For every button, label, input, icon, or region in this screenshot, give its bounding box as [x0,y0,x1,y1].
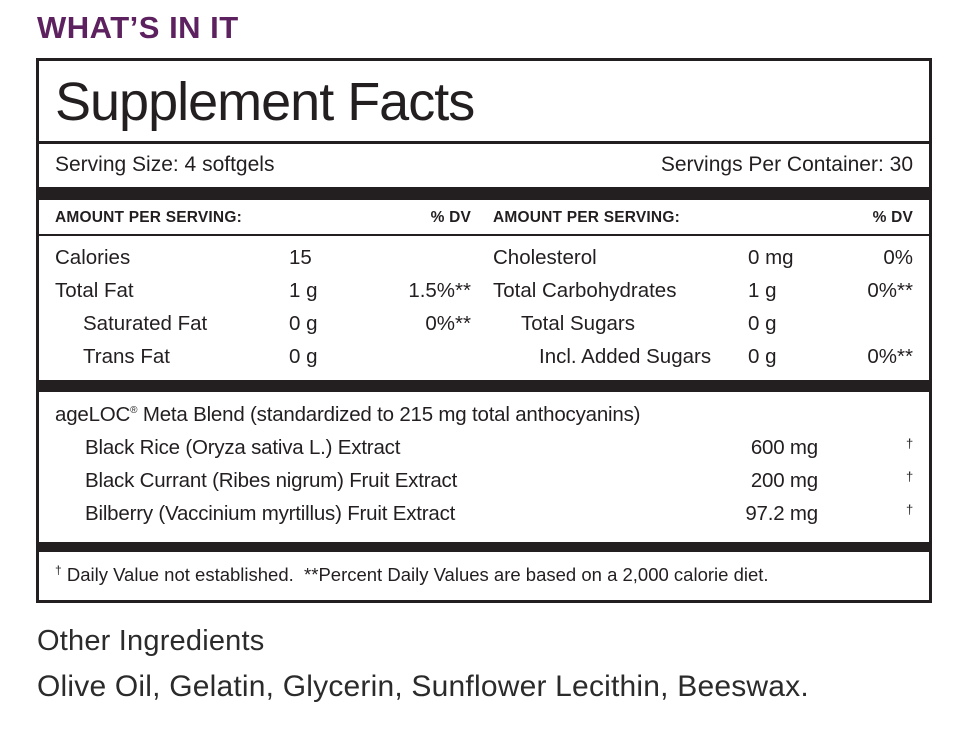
nutrient-dv: 0% [883,245,913,269]
dagger-symbol: † [905,435,913,451]
nutrient-row-cholesterol: Cholesterol 0 mg 0% [493,241,913,274]
nutrient-label: Total Fat [55,278,134,302]
nutrient-label: Saturated Fat [83,311,208,335]
supplement-facts-title: Supplement Facts [39,61,929,144]
blend-row-black-currant: Black Currant (Ribes nigrum) Fruit Extra… [55,464,913,497]
nutrient-label: Total Carbohydrates [493,278,677,302]
blend-ingredient-label: Black Currant (Ribes nigrum) Fruit Extra… [85,468,458,492]
nutrient-dv: 0%** [867,278,913,302]
nutrient-dv: 1.5%** [408,278,471,302]
nutrient-amount: 0 g [289,311,318,335]
amount-per-serving-header-left: AMOUNT PER SERVING: [55,209,242,226]
blend-ingredient-amount: 97.2 mg [745,501,818,525]
nutrient-row-calories: Calories 15 [55,241,471,274]
nutrient-label: Incl. Added Sugars [539,344,712,368]
divider-bar-top [39,187,929,200]
nutrient-dv: 0%** [867,344,913,368]
nutrient-row-total-fat: Total Fat 1 g 1.5%** [55,274,471,307]
nutrient-dv: 0%** [425,311,471,335]
blend-title: ageLOC® Meta Blend (standardized to 215 … [55,403,913,431]
blend-ingredient-amount: 600 mg [750,435,818,459]
serving-info-row: Serving Size: 4 softgels Servings Per Co… [39,144,929,187]
dagger-symbol: † [55,563,62,577]
nutrient-amount: 0 g [748,344,777,368]
nutrient-row-total-sugars: Total Sugars 0 g [493,307,913,340]
nutrient-label: Trans Fat [83,344,170,368]
blend-row-bilberry: Bilberry (Vaccinium myrtillus) Fruit Ext… [55,497,913,530]
page: WHAT’S IN IT Supplement Facts Serving Si… [36,10,932,704]
nutrients-column-right: Cholesterol 0 mg 0% Total Carbohydrates … [471,241,929,373]
nutrient-label: Cholesterol [493,245,597,269]
blend-row-black-rice: Black Rice (Oryza sativa L.) Extract 600… [55,431,913,464]
nutrient-row-trans-fat: Trans Fat 0 g [55,340,471,373]
nutrient-label: Total Sugars [521,311,635,335]
footnote-text: Daily Value not established. **Percent D… [61,564,769,586]
nutrients-column-left: Calories 15 Total Fat 1 g 1.5%** Saturat… [39,241,471,373]
nutrient-row-incl-added-sugars: Incl. Added Sugars 0 g 0%** [493,340,913,373]
blend-ingredient-label: Black Rice (Oryza sativa L.) Extract [85,435,401,459]
blend-section: ageLOC® Meta Blend (standardized to 215 … [39,392,929,542]
divider-bar-bottom [39,542,929,552]
amount-per-serving-header-right: AMOUNT PER SERVING: [493,209,680,226]
nutrient-amount: 1 g [289,278,318,302]
other-ingredients-list: Olive Oil, Gelatin, Glycerin, Sunflower … [37,670,809,704]
divider-bar-middle [39,380,929,392]
blend-title-rest: Meta Blend (standardized to 215 mg total… [137,403,641,426]
dagger-symbol: † [905,501,913,517]
registered-trademark-symbol: ® [130,405,138,417]
nutrient-amount: 1 g [748,278,777,302]
nutrient-amount: 15 [289,245,312,269]
column-header-row: AMOUNT PER SERVING: % DV AMOUNT PER SERV… [39,200,929,236]
nutrient-amount: 0 mg [748,245,794,269]
serving-size: Serving Size: 4 softgels [55,153,275,176]
blend-ingredient-amount: 200 mg [750,468,818,492]
dagger-symbol: † [905,468,913,484]
nutrient-amount: 0 g [748,311,777,335]
nutrient-amount: 0 g [289,344,318,368]
blend-brand: ageLOC [55,403,131,426]
dv-header-left: % DV [430,209,471,226]
other-ingredients-heading: Other Ingredients [37,625,265,658]
servings-per-container: Servings Per Container: 30 [660,153,913,176]
nutrient-label: Calories [55,245,131,269]
nutrients-section: Calories 15 Total Fat 1 g 1.5%** Saturat… [39,236,929,380]
section-heading: WHAT’S IN IT [37,10,239,45]
blend-ingredient-label: Bilberry (Vaccinium myrtillus) Fruit Ext… [85,501,456,525]
supplement-facts-panel: Supplement Facts Serving Size: 4 softgel… [36,58,932,604]
dv-header-right: % DV [872,209,913,226]
nutrient-row-saturated-fat: Saturated Fat 0 g 0%** [55,307,471,340]
footnote: † Daily Value not established. **Percent… [39,552,929,600]
nutrient-row-total-carbohydrates: Total Carbohydrates 1 g 0%** [493,274,913,307]
